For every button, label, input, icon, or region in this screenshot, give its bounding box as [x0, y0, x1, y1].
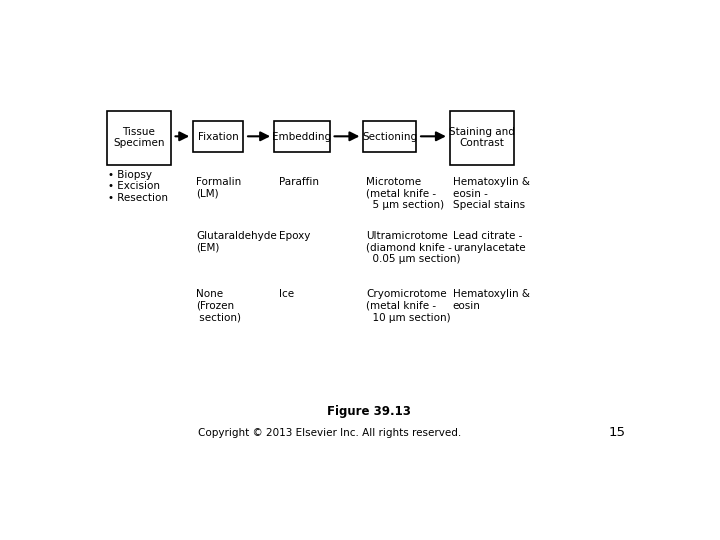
FancyBboxPatch shape: [450, 111, 514, 165]
Text: Fixation: Fixation: [198, 132, 239, 141]
Text: None
(Frozen
 section): None (Frozen section): [196, 289, 241, 322]
Text: Formalin
(LM): Formalin (LM): [196, 177, 241, 199]
Text: Figure 39.13: Figure 39.13: [327, 406, 411, 419]
Text: Hematoxylin &
eosin: Hematoxylin & eosin: [453, 289, 530, 311]
Text: Lead citrate -
uranylacetate: Lead citrate - uranylacetate: [453, 231, 526, 253]
Text: Staining and
Contrast: Staining and Contrast: [449, 127, 515, 148]
Text: Ice: Ice: [279, 289, 294, 299]
FancyBboxPatch shape: [193, 121, 243, 152]
Text: • Biopsy
• Excision
• Resection: • Biopsy • Excision • Resection: [109, 170, 168, 203]
FancyBboxPatch shape: [107, 111, 171, 165]
Text: Microtome
(metal knife -
  5 μm section): Microtome (metal knife - 5 μm section): [366, 177, 444, 210]
Text: Cryomicrotome
(metal knife -
  10 μm section): Cryomicrotome (metal knife - 10 μm secti…: [366, 289, 451, 322]
Text: Hematoxylin &
eosin -
Special stains: Hematoxylin & eosin - Special stains: [453, 177, 530, 210]
FancyBboxPatch shape: [274, 121, 330, 152]
FancyBboxPatch shape: [364, 121, 416, 152]
Text: Sectioning: Sectioning: [362, 132, 418, 141]
Text: Tissue
Specimen: Tissue Specimen: [113, 127, 165, 148]
Text: Embedding: Embedding: [272, 132, 332, 141]
Text: 15: 15: [608, 426, 626, 439]
Text: Ultramicrotome
(diamond knife -
  0.05 μm section): Ultramicrotome (diamond knife - 0.05 μm …: [366, 231, 461, 264]
Text: Epoxy: Epoxy: [279, 231, 310, 241]
Text: Paraffin: Paraffin: [279, 177, 319, 187]
Text: Copyright © 2013 Elsevier Inc. All rights reserved.: Copyright © 2013 Elsevier Inc. All right…: [198, 428, 462, 438]
Text: Glutaraldehyde
(EM): Glutaraldehyde (EM): [196, 231, 276, 253]
